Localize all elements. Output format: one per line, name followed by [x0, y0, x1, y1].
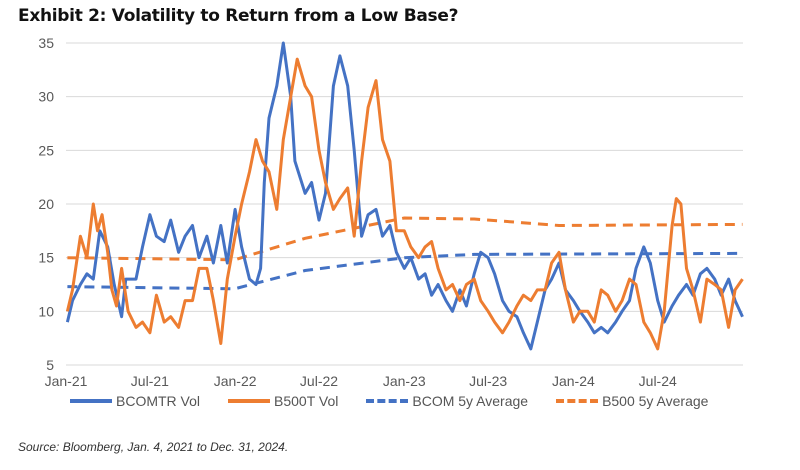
x-tick-label: Jan-22 — [214, 373, 257, 389]
y-tick-label: 30 — [38, 89, 54, 105]
legend-label: B500 5y Average — [602, 393, 709, 409]
legend-item: B500 5y Average — [556, 393, 708, 409]
x-tick-label: Jul-23 — [469, 373, 507, 389]
legend-swatch — [366, 399, 409, 403]
y-tick-label: 25 — [38, 142, 54, 158]
y-tick-label: 10 — [38, 303, 54, 319]
series-line-bcomtr-vol — [65, 41, 744, 351]
x-tick-label: Jul-24 — [639, 373, 677, 389]
legend-swatch — [556, 399, 599, 403]
y-tick-label: 35 — [38, 35, 54, 51]
series-line-b500t-vol — [65, 57, 744, 351]
legend: BCOMTR Vol B500T Vol BCOM 5y Average B500 5… — [70, 393, 736, 409]
legend-item: B500T Vol — [228, 393, 338, 409]
y-tick-label: 15 — [38, 250, 54, 266]
legend-label: BCOM 5y Average — [412, 393, 529, 409]
x-tick-label: Jan-24 — [552, 373, 595, 389]
y-tick-label: 20 — [38, 196, 54, 212]
legend-label: BCOMTR Vol — [116, 393, 201, 409]
legend-swatch — [228, 399, 271, 403]
legend-item: BCOMTR Vol — [70, 393, 200, 409]
series-line-bcom-5y-average — [67, 251, 743, 291]
chart-title: Exhibit 2: Volatility to Return from a L… — [18, 6, 459, 26]
y-tick-label: 5 — [46, 357, 54, 373]
x-tick-label: Jul-22 — [300, 373, 338, 389]
legend-item: BCOM 5y Average — [366, 393, 528, 409]
x-tick-label: Jan-23 — [383, 373, 426, 389]
x-tick-label: Jul-21 — [131, 373, 169, 389]
x-tick-label: Jan-21 — [45, 373, 88, 389]
legend-label: B500T Vol — [274, 393, 339, 409]
source-note: Source: Bloomberg, Jan. 4, 2021 to Dec. … — [18, 440, 289, 454]
series-line-b500-5y-average — [67, 216, 743, 262]
legend-swatch — [70, 399, 112, 403]
